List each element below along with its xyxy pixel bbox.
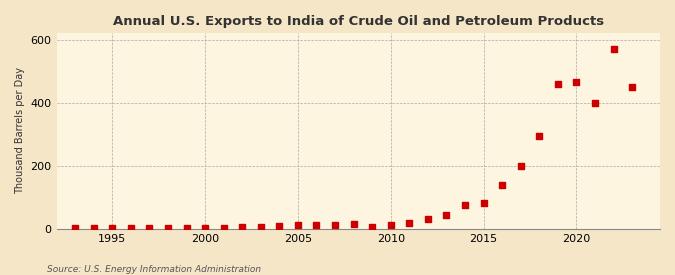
Point: [70, 226, 80, 230]
Point: [515, 163, 526, 168]
Point: [88, 226, 99, 230]
Point: [274, 224, 285, 228]
Text: Source: U.S. Energy Information Administration: Source: U.S. Energy Information Administ…: [47, 265, 261, 274]
Point: [292, 223, 303, 228]
Y-axis label: Thousand Barrels per Day: Thousand Barrels per Day: [15, 67, 25, 194]
Point: [163, 226, 173, 230]
Point: [200, 226, 211, 230]
Point: [311, 223, 322, 227]
Point: [144, 226, 155, 230]
Point: [404, 221, 414, 225]
Point: [367, 225, 377, 229]
Point: [385, 223, 396, 228]
Point: [552, 81, 563, 86]
Point: [329, 223, 340, 227]
Point: [218, 226, 229, 230]
Point: [423, 217, 433, 221]
Point: [237, 225, 248, 230]
Point: [181, 226, 192, 230]
Point: [255, 225, 266, 229]
Point: [571, 80, 582, 84]
Point: [534, 133, 545, 138]
Point: [497, 182, 508, 187]
Point: [589, 100, 600, 105]
Point: [478, 201, 489, 206]
Point: [441, 213, 452, 218]
Point: [627, 85, 638, 89]
Point: [126, 226, 136, 230]
Point: [107, 226, 117, 230]
Point: [348, 222, 359, 226]
Title: Annual U.S. Exports to India of Crude Oil and Petroleum Products: Annual U.S. Exports to India of Crude Oi…: [113, 15, 604, 28]
Point: [460, 203, 470, 207]
Point: [608, 47, 619, 51]
